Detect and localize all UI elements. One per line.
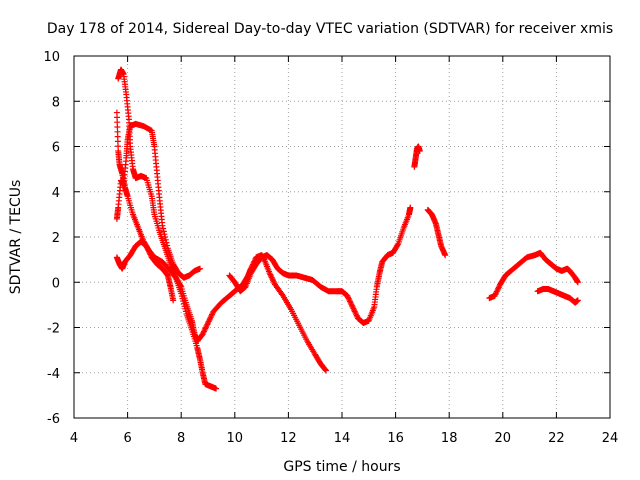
data-point (162, 234, 169, 240)
data-point (160, 225, 167, 232)
data-point (163, 239, 170, 246)
data-point (177, 282, 184, 289)
x-tick-label: 10 (227, 431, 244, 446)
x-tick-label: 4 (70, 431, 78, 446)
x-tick-label: 8 (177, 431, 185, 446)
grid-lines (74, 56, 610, 418)
data-point (164, 242, 171, 249)
data-point (162, 236, 169, 243)
data-point (407, 204, 414, 211)
chart-title: Day 178 of 2014, Sidereal Day-to-day VTE… (47, 21, 613, 37)
data-point (196, 265, 203, 272)
x-axis-label: GPS time / hours (283, 459, 400, 475)
data-point (416, 148, 423, 155)
x-tick-label: 16 (387, 431, 404, 446)
y-tick-label: 4 (52, 186, 60, 201)
y-tick-label: 8 (52, 95, 60, 110)
data-point (394, 241, 401, 248)
data-point (574, 279, 581, 286)
data-point (159, 222, 166, 229)
data-points (113, 66, 581, 392)
data-point (322, 367, 329, 374)
x-tick-label: 20 (495, 431, 512, 446)
data-point (213, 385, 220, 392)
y-tick-label: -4 (47, 367, 60, 382)
x-tick-label: 6 (123, 431, 131, 446)
data-point (574, 297, 581, 304)
y-axis-label: SDTVAR / TECUs (8, 180, 24, 295)
y-tick-label: -2 (47, 322, 60, 337)
y-tick-label: 10 (43, 50, 60, 65)
data-point (161, 231, 168, 238)
x-tick-label: 18 (441, 431, 458, 446)
y-tick-label: 2 (52, 231, 60, 246)
x-tick-label: 24 (602, 431, 619, 446)
y-tick-label: 6 (52, 141, 60, 156)
x-tick-label: 12 (280, 431, 297, 446)
x-tick-label: 14 (334, 431, 351, 446)
data-point (160, 228, 167, 235)
data-point (442, 252, 449, 259)
data-point (170, 297, 177, 304)
y-tick-label: -6 (47, 412, 60, 427)
x-tick-label: 22 (548, 431, 565, 446)
data-point (322, 366, 329, 373)
y-tick-label: 0 (52, 276, 60, 291)
